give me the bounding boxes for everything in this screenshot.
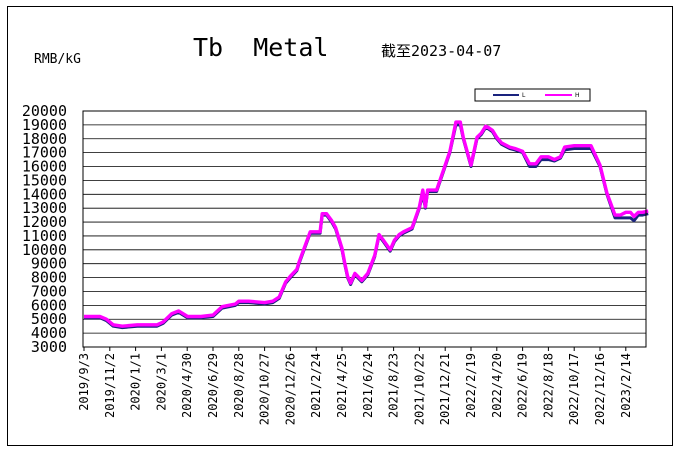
legend: L H xyxy=(474,88,591,102)
y-tick-label: 14000 xyxy=(22,185,67,203)
x-tick-label: 2022/6/19 xyxy=(516,353,530,418)
series-line-l xyxy=(84,123,649,330)
x-tick-label: 2020/12/26 xyxy=(283,353,297,425)
x-tick-label: 2022/2/19 xyxy=(464,353,478,418)
y-tick-label: 19000 xyxy=(22,116,67,134)
y-tick-label: 17000 xyxy=(22,144,67,162)
plot-area xyxy=(82,110,647,348)
y-tick-label: 13000 xyxy=(22,199,67,217)
x-tick-label: 2020/3/1 xyxy=(154,353,168,411)
x-tick-label: 2021/4/25 xyxy=(335,353,349,418)
legend-box xyxy=(474,88,591,102)
x-tick-label: 2020/8/28 xyxy=(232,353,246,418)
x-tick-label: 2022/12/16 xyxy=(593,353,607,425)
y-tick-label: 16000 xyxy=(22,158,67,176)
y-tick-label: 6000 xyxy=(31,296,67,314)
y-axis-ticks: 2000019000180001700016000150001400013000… xyxy=(22,102,67,356)
as-of-date: 截至2023-04-07 xyxy=(381,42,501,60)
legend-label-l: L xyxy=(522,92,526,99)
x-tick-label: 2020/10/27 xyxy=(258,353,272,425)
x-tick-label: 2021/12/21 xyxy=(438,353,452,425)
y-tick-label: 20000 xyxy=(22,102,67,120)
y-tick-label: 7000 xyxy=(31,282,67,300)
x-axis-ticks: 2019/9/3 2019/11/2 2020/1/1 2020/3/1 2020/4/… xyxy=(77,347,633,425)
chart-frame xyxy=(7,6,673,446)
legend-label-h: H xyxy=(575,92,580,99)
x-tick-label: 2019/11/2 xyxy=(103,353,117,418)
y-tick-label: 3000 xyxy=(31,338,67,356)
x-tick-label: 2022/8/18 xyxy=(541,353,555,418)
x-tick-label: 2022/4/20 xyxy=(490,353,504,418)
y-tick-label: 15000 xyxy=(22,171,67,189)
x-tick-label: 2020/4/30 xyxy=(180,353,194,418)
y-tick-label: 9000 xyxy=(31,255,67,273)
y-tick-label: 18000 xyxy=(22,130,67,148)
series-line-h xyxy=(84,120,649,328)
x-tick-label: 2020/1/1 xyxy=(129,353,143,411)
x-tick-label: 2021/6/24 xyxy=(361,353,375,418)
y-tick-label: 10000 xyxy=(22,241,67,259)
x-tick-label: 2020/6/29 xyxy=(206,353,220,418)
y-tick-label: 12000 xyxy=(22,213,67,231)
chart-title: Tb Metal xyxy=(193,33,328,62)
y-unit-label: RMB/kG xyxy=(34,52,81,67)
series-lines xyxy=(84,120,649,330)
x-tick-label: 2021/8/23 xyxy=(387,353,401,418)
x-tick-label: 2021/10/22 xyxy=(412,353,426,425)
x-tick-label: 2022/10/17 xyxy=(567,353,581,425)
y-tick-label: 11000 xyxy=(22,227,67,245)
x-tick-label: 2021/2/24 xyxy=(309,353,323,418)
x-tick-label: 2019/9/3 xyxy=(77,353,91,411)
y-tick-label: 8000 xyxy=(31,269,67,287)
x-tick-label: 2023/2/14 xyxy=(619,353,633,418)
y-tick-label: 4000 xyxy=(31,324,67,342)
y-tick-label: 5000 xyxy=(31,310,67,328)
gridlines xyxy=(83,124,646,334)
